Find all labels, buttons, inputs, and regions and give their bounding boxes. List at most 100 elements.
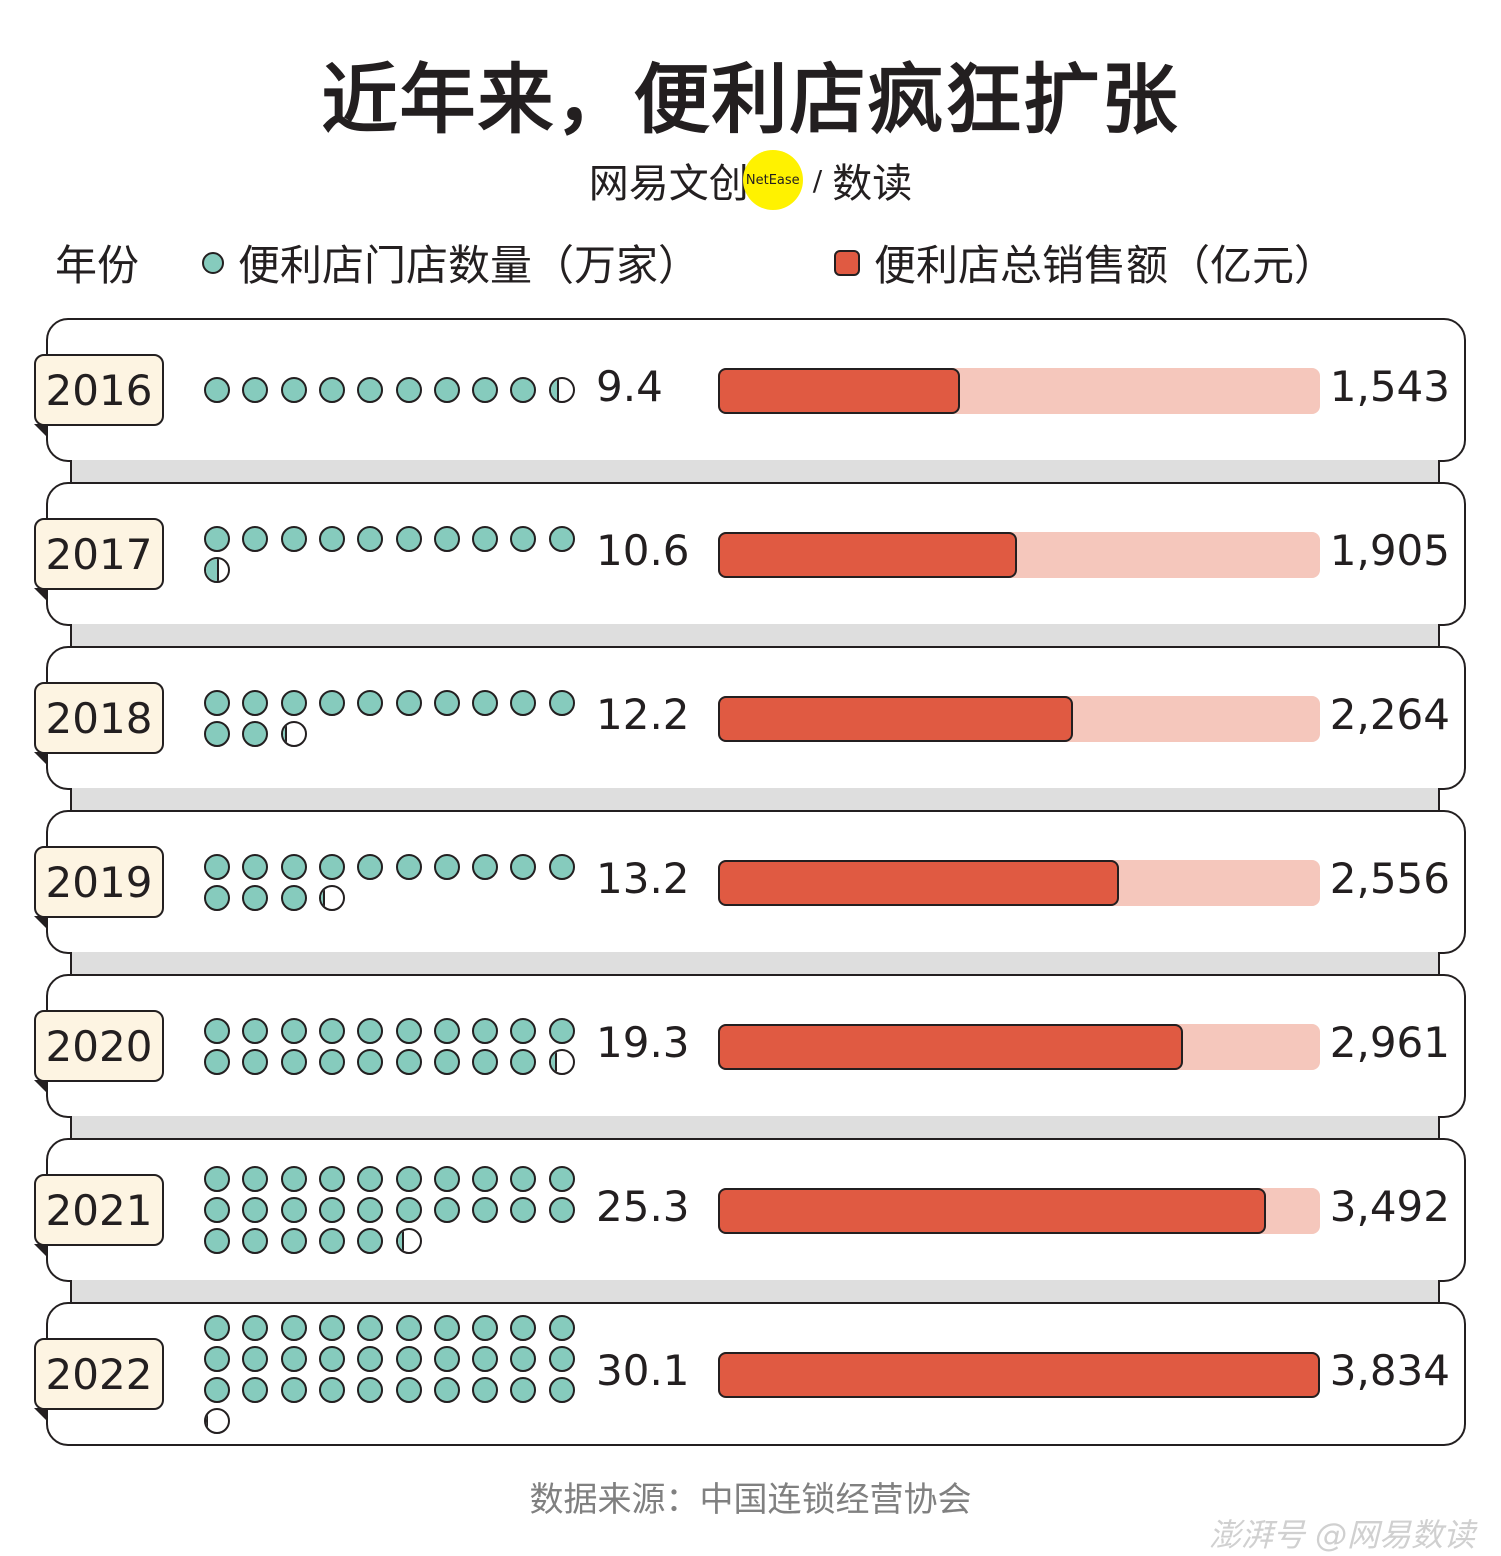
store-dot <box>242 1197 269 1223</box>
store-dot <box>510 1376 537 1403</box>
store-dot <box>357 525 384 552</box>
store-dot <box>395 1017 422 1044</box>
row-separator <box>70 1280 1440 1304</box>
sales-value-label: 3,492 <box>1329 1182 1450 1231</box>
store-dot <box>472 377 499 403</box>
store-dot-partial <box>204 1407 230 1434</box>
store-dot <box>548 1166 575 1192</box>
store-dot-fill <box>206 1409 209 1432</box>
netease-logo-icon: NetEase <box>742 150 803 210</box>
store-dot <box>548 1197 575 1223</box>
year-row: 2018 12.2 2,264 <box>34 646 1466 790</box>
store-dot <box>433 1345 460 1372</box>
legend-sales: 便利店总销售额（亿元） <box>834 232 1336 293</box>
store-dot <box>204 884 230 911</box>
store-dot <box>395 1197 422 1223</box>
store-dot <box>510 1345 537 1372</box>
sales-bar-track <box>718 1352 1320 1398</box>
store-dot <box>280 525 307 552</box>
store-dot <box>510 1048 537 1075</box>
store-dot-fill <box>282 722 287 745</box>
store-dot <box>433 1017 460 1044</box>
store-dot-fill <box>320 886 326 909</box>
store-dot <box>510 1314 537 1341</box>
store-dot <box>395 377 422 403</box>
store-dot <box>280 1228 307 1254</box>
brand-sub: 数读 <box>832 161 913 207</box>
store-dot <box>357 1017 384 1044</box>
row-separator <box>70 1116 1440 1140</box>
store-dot <box>318 1048 345 1075</box>
store-dot <box>395 1166 422 1192</box>
store-dot <box>433 525 460 552</box>
store-dot <box>548 689 575 716</box>
store-dot <box>204 525 230 552</box>
store-dot <box>242 720 269 747</box>
store-dot <box>280 1166 307 1192</box>
store-dot <box>433 1048 460 1075</box>
row-separator <box>70 460 1440 484</box>
store-dot <box>242 1166 269 1192</box>
store-dot <box>204 1017 230 1044</box>
store-dot <box>204 1228 230 1254</box>
store-dot <box>548 525 575 552</box>
stores-value-label: 19.3 <box>596 1018 690 1067</box>
store-dot <box>357 853 384 880</box>
store-dot <box>472 1376 499 1403</box>
store-dot <box>204 720 230 747</box>
store-dots <box>204 648 604 788</box>
brand-line: 网易文创 NetEase / 数读 <box>0 150 1501 210</box>
store-dot <box>395 525 422 552</box>
store-dot <box>204 377 230 403</box>
year-label: 2020 <box>34 1010 164 1094</box>
sales-bar <box>718 696 1074 742</box>
store-dot <box>204 1376 230 1403</box>
stores-value-label: 12.2 <box>596 690 690 739</box>
year-row: 2017 10.6 1,905 <box>34 482 1466 626</box>
store-dot <box>433 1166 460 1192</box>
legend-dot-icon <box>202 251 224 274</box>
store-dots <box>204 1140 604 1280</box>
store-dot <box>318 1197 345 1223</box>
store-dot-partial <box>548 377 575 403</box>
store-dot <box>204 689 230 716</box>
year-label: 2016 <box>34 354 164 438</box>
store-dot <box>242 1314 269 1341</box>
sales-bar <box>718 1352 1320 1398</box>
row-separator <box>70 624 1440 648</box>
stores-value-label: 13.2 <box>596 854 690 903</box>
brand-separator: / <box>812 163 823 197</box>
store-dot <box>204 1197 230 1223</box>
store-dot <box>280 1048 307 1075</box>
store-dot <box>242 884 269 911</box>
store-dot <box>472 1048 499 1075</box>
stores-value-label: 25.3 <box>596 1182 690 1231</box>
store-dot <box>472 1197 499 1223</box>
store-dot-fill <box>550 1050 558 1073</box>
store-dot <box>357 689 384 716</box>
sales-value-label: 2,264 <box>1329 690 1450 739</box>
store-dot <box>395 1345 422 1372</box>
store-dot-partial <box>318 884 345 911</box>
year-label: 2021 <box>34 1174 164 1258</box>
store-dot <box>280 884 307 911</box>
legend-stores: 便利店门店数量（万家） <box>202 232 700 293</box>
sales-bar <box>718 368 961 414</box>
store-dot <box>472 853 499 880</box>
store-dot <box>395 689 422 716</box>
year-label: 2017 <box>34 518 164 602</box>
store-dots <box>204 1304 604 1444</box>
store-dot <box>510 1197 537 1223</box>
legend-sales-label: 便利店总销售额（亿元） <box>874 241 1337 290</box>
sales-value-label: 2,556 <box>1329 854 1450 903</box>
store-dot <box>548 1017 575 1044</box>
sales-bar-track <box>718 696 1320 742</box>
store-dot <box>395 1314 422 1341</box>
chart-title: 近年来，便利店疯狂扩张 <box>321 55 1180 144</box>
sales-bar <box>718 1024 1183 1070</box>
store-dot <box>280 1345 307 1372</box>
store-dot <box>242 1345 269 1372</box>
store-dot <box>433 853 460 880</box>
store-dot <box>357 1048 384 1075</box>
year-row: 2016 9.4 1,543 <box>34 318 1466 462</box>
